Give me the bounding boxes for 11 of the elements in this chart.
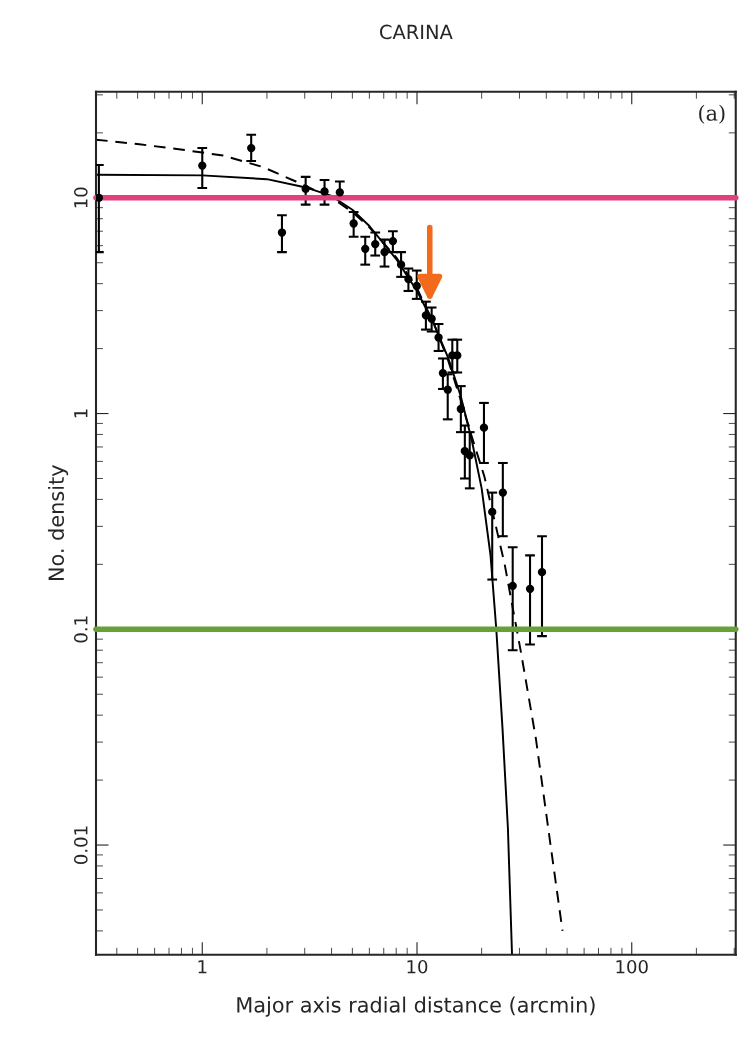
chart-title: CARINA: [379, 24, 453, 40]
y-tick-label: 1: [74, 409, 88, 418]
y-tick-label: 0.1: [73, 616, 88, 643]
x-tick-label: 1: [198, 960, 207, 974]
x-tick-label: 100: [616, 959, 648, 974]
y-tick-label: 0.01: [73, 826, 88, 864]
y-axis-title: No. density: [47, 465, 69, 581]
y-tick-label: 10: [73, 187, 88, 208]
annotation: (a): [699, 104, 725, 124]
x-tick-label: 10: [407, 959, 428, 974]
x-axis-title: Major axis radial distance (arcmin): [237, 996, 595, 1017]
